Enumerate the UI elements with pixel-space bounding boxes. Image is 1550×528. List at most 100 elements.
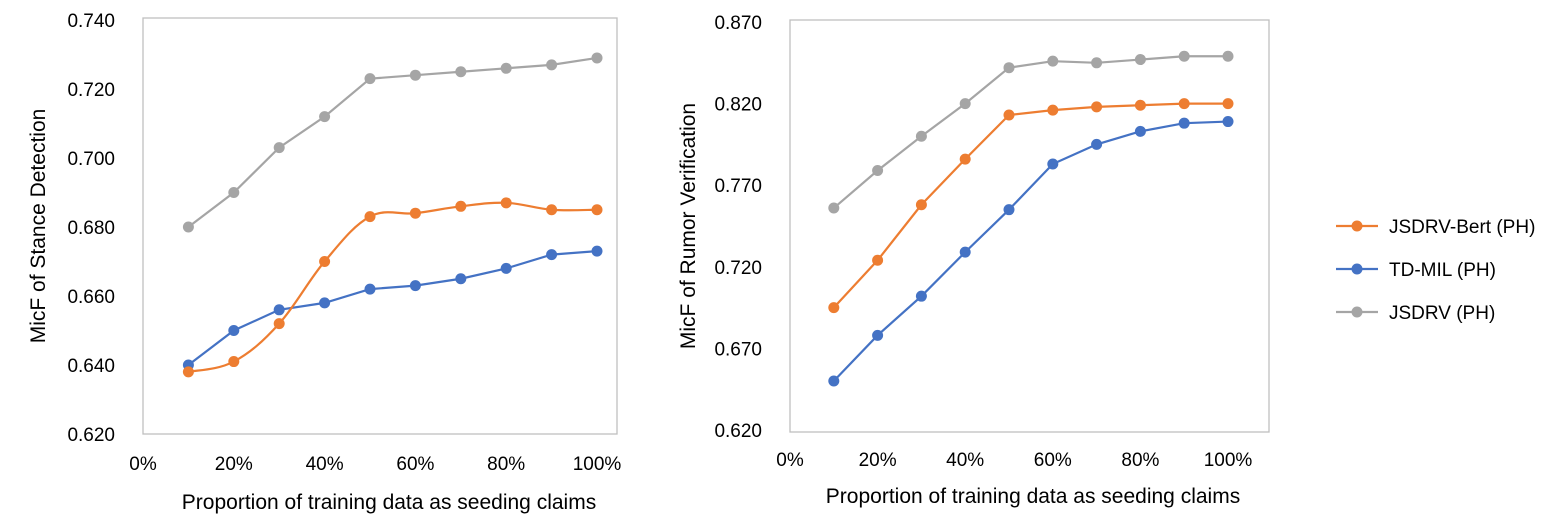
data-point: [915, 130, 927, 142]
data-point: [1091, 57, 1103, 69]
data-point: [1003, 62, 1015, 74]
x-tick-label: 0%: [776, 450, 804, 471]
legend-item: JSDRV (PH): [1336, 303, 1495, 324]
y-tick-label: 0.870: [714, 13, 762, 34]
y-tick-label: 0.620: [714, 421, 762, 442]
data-point: [364, 211, 376, 223]
data-point: [1178, 50, 1190, 62]
data-point: [228, 187, 240, 198]
y-tick-label: 0.660: [67, 287, 115, 308]
x-tick-label: 20%: [859, 450, 897, 471]
data-point: [872, 254, 884, 266]
data-point: [1222, 116, 1234, 128]
legend-marker: [1351, 220, 1363, 232]
x-tick-label: 100%: [1204, 450, 1253, 471]
data-point: [828, 302, 840, 314]
data-point: [959, 98, 971, 110]
data-point: [228, 356, 240, 368]
x-tick-label: 80%: [487, 454, 525, 475]
x-tick-label: 80%: [1121, 450, 1159, 471]
legend-item: TD-MIL (PH): [1336, 260, 1496, 281]
series-line: [833, 55, 1228, 209]
data-point: [409, 280, 421, 292]
data-point: [319, 111, 331, 123]
y-tick-label: 0.770: [714, 176, 762, 197]
data-point: [500, 197, 512, 209]
y-tick-label: 0.740: [67, 11, 115, 32]
data-point: [319, 256, 331, 267]
data-point: [1091, 138, 1103, 150]
data-point: [364, 283, 376, 295]
data-point: [872, 329, 884, 341]
data-point: [1134, 54, 1146, 66]
rumor-verification-chart: 0.620 0.670 0.720 0.770 0.820 0.870 0% 20% 40% 60…: [677, 13, 1270, 508]
data-point: [182, 221, 194, 233]
y-tick-label: 0.820: [714, 95, 762, 116]
series-line: [832, 102, 1228, 309]
series-line: [187, 250, 598, 366]
y-tick-label: 0.700: [67, 149, 115, 170]
x-axis-title: Proportion of training data as seeding c…: [826, 485, 1240, 508]
stance-detection-chart: 0.620 0.640 0.660 0.680 0.700 0.720 0.740 0% 20%…: [27, 11, 621, 514]
y-tick-label: 0.720: [67, 80, 115, 101]
data-point: [409, 207, 421, 219]
legend-label: TD-MIL (PH): [1389, 260, 1496, 281]
legend: JSDRV-Bert (PH) TD-MIL (PH) JSDRV (PH): [1336, 217, 1535, 324]
data-point: [915, 199, 927, 211]
data-point: [273, 318, 285, 330]
data-point: [364, 73, 376, 85]
legend-label: JSDRV (PH): [1389, 303, 1495, 324]
data-point: [546, 59, 558, 71]
y-tick-label: 0.640: [67, 356, 115, 377]
series-line: [187, 56, 598, 228]
data-point: [1134, 125, 1146, 137]
data-point: [1134, 99, 1146, 111]
data-point: [591, 245, 603, 257]
legend-marker: [1351, 306, 1363, 318]
legend-marker: [1351, 263, 1363, 275]
data-point: [409, 69, 421, 81]
data-point: [1178, 117, 1190, 129]
data-point: [546, 204, 558, 216]
data-point: [1222, 98, 1234, 110]
plot-frame: [142, 17, 618, 435]
legend-item: JSDRV-Bert (PH): [1336, 217, 1535, 238]
y-axis-title: MicF of Stance Detection: [27, 109, 50, 344]
data-point: [1091, 101, 1103, 113]
data-point: [546, 249, 558, 261]
data-point: [959, 246, 971, 258]
data-point: [500, 262, 512, 274]
y-tick-label: 0.670: [714, 339, 762, 360]
data-point: [455, 66, 467, 78]
data-point: [872, 165, 884, 177]
series-line: [833, 120, 1229, 382]
series-line: [188, 201, 598, 373]
y-tick-label: 0.620: [67, 425, 115, 446]
x-tick-label: 60%: [396, 454, 434, 475]
data-point: [1047, 55, 1059, 67]
data-point: [591, 204, 603, 216]
data-point: [182, 366, 194, 378]
data-point: [1003, 109, 1015, 121]
data-point: [591, 52, 603, 64]
y-tick-label: 0.680: [67, 218, 115, 239]
x-tick-label: 100%: [573, 454, 622, 475]
legend-label: JSDRV-Bert (PH): [1389, 217, 1535, 238]
data-point: [273, 304, 285, 316]
x-tick-label: 0%: [129, 454, 157, 475]
data-point: [915, 290, 927, 302]
x-tick-label: 40%: [306, 454, 344, 475]
data-point: [319, 297, 331, 309]
plot-frame: [789, 19, 1270, 433]
data-point: [959, 153, 971, 165]
data-point: [1047, 104, 1059, 116]
y-axis-title: MicF of Rumor Verification: [677, 103, 700, 349]
x-tick-label: 60%: [1034, 450, 1072, 471]
data-point: [1047, 158, 1059, 170]
x-tick-label: 20%: [215, 454, 253, 475]
data-point: [273, 142, 285, 154]
data-point: [455, 273, 467, 285]
data-point: [1222, 50, 1234, 62]
data-point: [455, 200, 467, 212]
